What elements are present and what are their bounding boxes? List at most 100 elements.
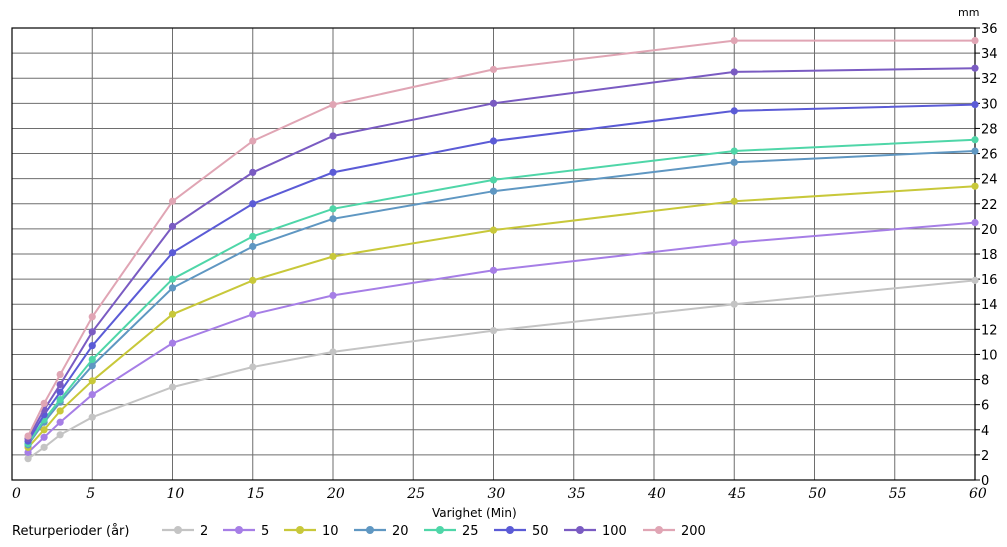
legend-label: 10 bbox=[322, 524, 339, 539]
series-200 bbox=[24, 36, 979, 440]
data-point bbox=[56, 431, 64, 439]
y-tick-label: 30 bbox=[981, 97, 998, 112]
series-line-50 bbox=[27, 103, 976, 442]
y-tick-label: 14 bbox=[981, 298, 998, 313]
data-point bbox=[249, 168, 257, 176]
plot-frame bbox=[11, 27, 976, 481]
data-point bbox=[88, 328, 96, 336]
data-point bbox=[24, 455, 32, 463]
x-axis-label: Varighet (Min) bbox=[432, 506, 517, 520]
data-point bbox=[249, 200, 257, 208]
x-tick-label: 25 bbox=[406, 486, 425, 502]
data-point bbox=[40, 399, 48, 408]
data-point bbox=[329, 291, 337, 300]
x-tick-label: 60 bbox=[969, 486, 987, 502]
data-point bbox=[489, 187, 498, 195]
legend-swatch-marker bbox=[576, 526, 584, 534]
y-tick-label: 0 bbox=[981, 474, 989, 489]
y-tick-label: 16 bbox=[981, 273, 998, 288]
plot-border bbox=[11, 27, 976, 481]
data-point bbox=[971, 182, 979, 190]
legend-item-5: 5 bbox=[223, 524, 269, 539]
data-point bbox=[56, 380, 64, 389]
data-point bbox=[489, 326, 498, 335]
x-tick-label: 50 bbox=[809, 486, 827, 502]
series-50 bbox=[24, 100, 979, 445]
data-point bbox=[489, 266, 498, 274]
data-point bbox=[88, 377, 96, 385]
data-point bbox=[329, 348, 337, 356]
x-tick-label: 55 bbox=[889, 486, 907, 502]
data-point bbox=[56, 418, 64, 426]
legend-item-200: 200 bbox=[643, 524, 706, 539]
x-tick-label: 35 bbox=[568, 486, 586, 502]
legend-swatch-marker bbox=[296, 526, 304, 534]
data-point bbox=[249, 310, 257, 318]
data-point bbox=[88, 362, 96, 370]
series-line-200 bbox=[27, 39, 975, 437]
y-tick-label: 26 bbox=[981, 148, 998, 163]
data-point bbox=[168, 284, 177, 292]
data-point bbox=[489, 226, 498, 234]
data-point bbox=[730, 68, 738, 76]
legend-label: 25 bbox=[462, 524, 479, 539]
data-point bbox=[24, 432, 32, 440]
x-tick-label: 15 bbox=[247, 486, 265, 502]
data-point bbox=[40, 443, 48, 451]
data-point bbox=[971, 136, 979, 144]
data-point bbox=[249, 276, 257, 284]
legend-item-100: 100 bbox=[564, 524, 627, 539]
legend: Returperioder (år) 2 5 10 20 25 50 100 200 bbox=[12, 524, 706, 539]
x-tick-labels: 0 5 10 15 20 25 30 35 40 45 50 55 60 bbox=[12, 486, 987, 502]
data-point bbox=[489, 176, 498, 184]
data-point bbox=[88, 313, 96, 321]
legend-label: 2 bbox=[200, 524, 208, 539]
data-point bbox=[24, 448, 32, 456]
x-tick-label: 10 bbox=[167, 486, 185, 502]
data-point bbox=[730, 36, 738, 45]
data-point bbox=[168, 197, 177, 205]
legend-label: 5 bbox=[261, 524, 269, 539]
legend-label: 50 bbox=[532, 524, 549, 539]
x-tick-label: 45 bbox=[727, 486, 746, 502]
data-point bbox=[249, 363, 257, 371]
legend-swatch-marker bbox=[436, 526, 444, 534]
data-point bbox=[329, 215, 337, 223]
y-tick-label: 6 bbox=[981, 399, 989, 414]
data-point bbox=[168, 383, 177, 391]
legend-title: Returperioder (år) bbox=[12, 524, 129, 539]
series-5 bbox=[24, 219, 979, 456]
data-point bbox=[971, 276, 979, 284]
data-point bbox=[329, 168, 337, 176]
series-line-2 bbox=[27, 279, 976, 460]
x-tick-label: 0 bbox=[12, 486, 21, 502]
data-point bbox=[329, 205, 337, 213]
legend-label: 100 bbox=[602, 524, 627, 539]
data-point bbox=[971, 36, 979, 45]
data-point bbox=[971, 219, 979, 227]
y-tick-label: 8 bbox=[981, 374, 989, 389]
grid bbox=[11, 27, 980, 481]
data-point bbox=[489, 65, 498, 74]
y-tick-label: 22 bbox=[981, 198, 998, 213]
y-tick-label: 4 bbox=[981, 424, 989, 439]
data-point bbox=[88, 342, 96, 350]
data-point bbox=[249, 232, 257, 241]
x-tick-label: 30 bbox=[488, 486, 506, 502]
series-line-10 bbox=[27, 185, 976, 449]
data-point bbox=[329, 132, 337, 140]
y-tick-label: 32 bbox=[981, 72, 998, 87]
data-point bbox=[971, 100, 979, 109]
data-point bbox=[730, 107, 738, 115]
data-point bbox=[168, 275, 177, 283]
y-tick-label: 2 bbox=[981, 449, 989, 464]
legend-item-25: 25 bbox=[424, 524, 479, 539]
x-tick-label: 5 bbox=[86, 486, 95, 502]
series-2 bbox=[24, 276, 979, 463]
series-line-100 bbox=[27, 67, 976, 440]
data-point bbox=[40, 433, 48, 441]
legend-swatch-marker bbox=[655, 526, 663, 534]
data-point bbox=[168, 222, 177, 230]
